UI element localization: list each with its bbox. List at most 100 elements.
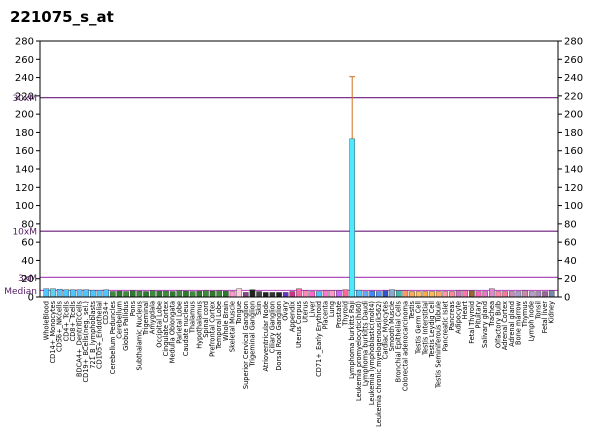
- x-tick-label: Uterus: [302, 300, 310, 322]
- bar: [282, 292, 289, 298]
- x-tick-label: Ovary: [282, 301, 290, 321]
- x-tick-label: 721_B_lymphoblasts: [89, 300, 97, 368]
- bar: [302, 290, 309, 298]
- x-tick-label: Testis Interstitial: [421, 301, 429, 356]
- bar: [209, 290, 216, 298]
- bar: [110, 291, 116, 298]
- bar: [462, 290, 469, 298]
- y-tick-label-left: 240: [15, 73, 34, 84]
- x-tick-label: Kidney: [548, 301, 556, 324]
- y-tick-label-right: 260: [564, 55, 583, 66]
- chart-title: 221075_s_at: [10, 8, 114, 26]
- x-tick-label: Cerebellum Peduncles: [109, 300, 117, 374]
- y-tick-label-left: 280: [15, 37, 34, 48]
- x-tick-label: Testis Leydig Cell: [428, 301, 436, 359]
- x-tick-label: Appendix: [288, 301, 296, 332]
- x-tick-label: Hypothalamus: [195, 300, 203, 348]
- x-tick-label: Trigeminal Ganglion: [248, 301, 256, 368]
- x-tick-label: Trachea: [488, 301, 496, 328]
- bar: [276, 292, 282, 298]
- bar: [435, 291, 442, 298]
- bar: [176, 290, 183, 298]
- x-tick-label: Tongue: [235, 301, 243, 326]
- bar: [76, 289, 83, 298]
- bar: [243, 292, 249, 298]
- bar: [482, 291, 488, 298]
- x-tick-label: Spinal cord: [202, 301, 210, 338]
- bar: [429, 291, 435, 298]
- y-tick-label-left: 220: [15, 91, 34, 102]
- bar: [163, 290, 169, 298]
- y-tick-label-left: 180: [15, 128, 34, 139]
- bar: [70, 289, 76, 298]
- x-tick-label: Testis Seminiferous Tubule: [435, 301, 443, 389]
- y-tick-label-left: 260: [15, 55, 34, 66]
- bar: [322, 290, 329, 298]
- x-tick-label: Adrenal Cortex: [501, 301, 509, 350]
- x-tick-label: Skeletal Muscle: [229, 301, 237, 352]
- y-tick-label-right: 0: [564, 293, 570, 304]
- bar: [249, 289, 256, 298]
- x-tick-label: Bronchial Epithelial Cells: [395, 300, 403, 382]
- reference-line-label: 10xM: [12, 228, 37, 238]
- y-tick-label-left: 120: [15, 183, 34, 194]
- y-tick-label-right: 280: [564, 37, 583, 48]
- y-tick-label-right: 200: [564, 110, 583, 121]
- bar: [475, 291, 482, 298]
- x-tick-label: Lymphoma burkitts Raji: [348, 301, 356, 379]
- bar: [528, 291, 535, 298]
- x-tick-label: Fetal Thyroid: [468, 301, 476, 344]
- bar: [196, 290, 203, 298]
- bar: [336, 290, 342, 298]
- x-tick-label: BDCA4+_DentriticCells: [76, 300, 84, 377]
- x-tick-label: Leukemia chronic myelogenous(k562): [375, 301, 383, 427]
- bar: [356, 289, 362, 298]
- bar: [508, 291, 515, 298]
- bar: [316, 291, 322, 298]
- reference-lines: 30xM 10xM 3xM Median: [4, 94, 558, 297]
- bar: [229, 291, 236, 298]
- y-tick-label-right: 220: [564, 91, 583, 102]
- bar: [296, 288, 302, 298]
- x-tick-label: Lymphoma burkitts Daudi: [361, 301, 369, 386]
- x-tick-label: CD14+_Monocytes: [49, 300, 57, 363]
- x-tick-label: Lung: [328, 301, 336, 317]
- bar: [402, 290, 409, 298]
- bar: [262, 292, 269, 298]
- bar: [96, 289, 103, 298]
- reference-line-label: 3xM: [18, 274, 37, 284]
- x-tick-label: Trigeminal: [142, 301, 150, 336]
- x-tick-label: Pons: [129, 300, 137, 316]
- x-tick-labels: WholeBloodCD14+_MonocytesCD56+_NKcellsCD…: [42, 300, 555, 426]
- x-tick-label: Olfactory Bulb: [494, 301, 502, 348]
- x-tick-label: Cerebellum: [115, 301, 123, 339]
- bar: [123, 291, 129, 298]
- bar: [409, 291, 415, 298]
- bar: [422, 291, 429, 298]
- y-tick-label-right: 20: [564, 274, 577, 285]
- y-tick-label-left: 0: [28, 293, 34, 304]
- bar: [522, 290, 528, 298]
- bar: [442, 291, 449, 298]
- bar: [382, 290, 389, 298]
- x-tick-label: Whole Brain: [222, 301, 230, 341]
- x-tick-label: CD105+_Endothelial: [96, 301, 104, 369]
- y-tick-label-left: 100: [15, 201, 34, 212]
- x-tick-label: Colorectal adenocarcinoma: [401, 301, 409, 391]
- x-tick-label: Placenta: [322, 301, 330, 329]
- x-tick-label: Cardiac Myocytes: [381, 300, 389, 359]
- bar: [548, 290, 555, 298]
- x-tick-label: Pituitary: [475, 301, 483, 329]
- y-tick-label-right: 120: [564, 183, 583, 194]
- bar: [103, 289, 109, 298]
- x-tick-label: Occipital Lobe: [155, 301, 163, 348]
- reference-line-label: Median: [4, 287, 37, 297]
- x-tick-label: Leukemia promyelocytic(hl60): [355, 301, 363, 401]
- bar: [289, 291, 296, 298]
- x-tick-label: Testis: [408, 300, 416, 320]
- y-tick-label-right: 140: [564, 165, 583, 176]
- y-tick-label-right: 80: [564, 219, 577, 230]
- y-tick-label-right: 180: [564, 128, 583, 139]
- x-tick-label: CD56+_NKcells: [56, 300, 64, 351]
- x-tick-label: Liver: [308, 301, 316, 317]
